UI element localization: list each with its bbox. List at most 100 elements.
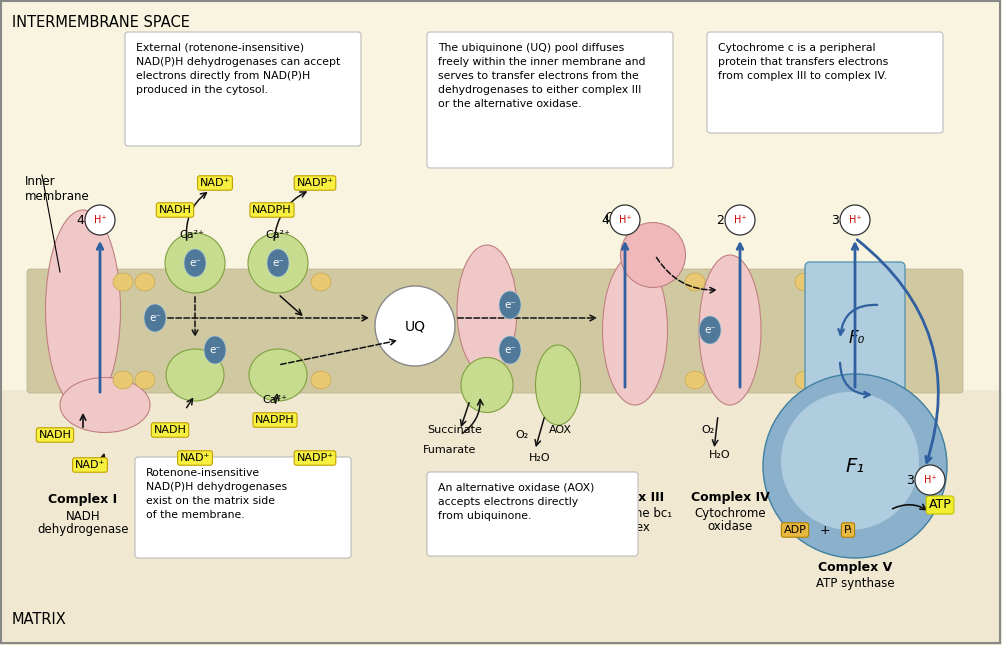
Ellipse shape bbox=[840, 205, 870, 235]
Text: NADH: NADH bbox=[153, 425, 186, 435]
FancyBboxPatch shape bbox=[135, 457, 351, 558]
Ellipse shape bbox=[457, 245, 517, 375]
Text: Complex I: Complex I bbox=[48, 493, 117, 506]
Ellipse shape bbox=[781, 392, 919, 530]
Text: complex: complex bbox=[600, 521, 650, 533]
Ellipse shape bbox=[135, 371, 155, 389]
Text: NADH: NADH bbox=[38, 430, 71, 440]
Text: H⁺: H⁺ bbox=[924, 475, 936, 485]
Text: H⁺: H⁺ bbox=[849, 215, 862, 225]
Text: Pᵢ: Pᵢ bbox=[844, 525, 853, 535]
Text: H⁺: H⁺ bbox=[94, 215, 106, 225]
FancyBboxPatch shape bbox=[427, 472, 638, 556]
Text: Complex III: Complex III bbox=[586, 490, 664, 504]
FancyArrowPatch shape bbox=[186, 193, 206, 240]
FancyArrowPatch shape bbox=[281, 339, 396, 364]
FancyArrowPatch shape bbox=[839, 305, 877, 335]
Ellipse shape bbox=[499, 336, 521, 364]
Text: NADPH: NADPH bbox=[253, 205, 292, 215]
Ellipse shape bbox=[602, 255, 667, 405]
FancyArrowPatch shape bbox=[80, 415, 86, 427]
FancyBboxPatch shape bbox=[125, 32, 361, 146]
FancyArrowPatch shape bbox=[458, 315, 595, 321]
Text: An alternative oxidase (AOX)
accepts electrons directly
from ubiquinone.: An alternative oxidase (AOX) accepts ele… bbox=[438, 483, 594, 521]
FancyArrowPatch shape bbox=[192, 297, 197, 335]
FancyArrowPatch shape bbox=[712, 418, 717, 446]
Text: 2: 2 bbox=[716, 213, 723, 226]
Ellipse shape bbox=[499, 291, 521, 319]
Ellipse shape bbox=[311, 371, 331, 389]
Text: AOX: AOX bbox=[548, 425, 571, 435]
Text: Inner
membrane: Inner membrane bbox=[25, 175, 90, 203]
Text: Succinate: Succinate bbox=[428, 425, 482, 435]
Ellipse shape bbox=[165, 233, 225, 293]
Ellipse shape bbox=[249, 349, 307, 401]
Ellipse shape bbox=[113, 371, 133, 389]
Text: The ubiquinone (UQ) pool diffuses
freely within the inner membrane and
serves to: The ubiquinone (UQ) pool diffuses freely… bbox=[438, 43, 645, 109]
FancyArrowPatch shape bbox=[535, 418, 544, 446]
FancyArrowPatch shape bbox=[857, 240, 938, 462]
Text: e⁻: e⁻ bbox=[704, 325, 716, 335]
FancyBboxPatch shape bbox=[427, 32, 673, 168]
Ellipse shape bbox=[685, 371, 705, 389]
FancyArrowPatch shape bbox=[840, 362, 870, 397]
Text: 4: 4 bbox=[76, 213, 84, 226]
Ellipse shape bbox=[685, 273, 705, 291]
Text: F₀: F₀ bbox=[849, 329, 865, 347]
FancyBboxPatch shape bbox=[707, 32, 943, 133]
Text: Ca²⁺: Ca²⁺ bbox=[266, 230, 291, 240]
Text: 3: 3 bbox=[906, 473, 914, 486]
Ellipse shape bbox=[45, 210, 120, 410]
Text: Ca²⁺: Ca²⁺ bbox=[179, 230, 204, 240]
Ellipse shape bbox=[113, 273, 133, 291]
Ellipse shape bbox=[204, 336, 226, 364]
Text: Ca²⁺: Ca²⁺ bbox=[263, 395, 288, 405]
Text: H⁺: H⁺ bbox=[733, 215, 746, 225]
FancyArrowPatch shape bbox=[275, 192, 306, 240]
Text: dehydrogenase: dehydrogenase bbox=[37, 524, 128, 537]
FancyArrowPatch shape bbox=[622, 244, 628, 387]
Text: e⁻: e⁻ bbox=[149, 313, 161, 323]
Text: NAD⁺: NAD⁺ bbox=[199, 178, 230, 188]
FancyArrowPatch shape bbox=[274, 394, 279, 403]
Text: ATP synthase: ATP synthase bbox=[816, 577, 895, 590]
Text: oxidase: oxidase bbox=[707, 521, 753, 533]
Ellipse shape bbox=[699, 255, 761, 405]
Ellipse shape bbox=[795, 371, 815, 389]
Text: e⁻: e⁻ bbox=[209, 345, 220, 355]
Text: +: + bbox=[820, 524, 831, 537]
Ellipse shape bbox=[725, 205, 755, 235]
Text: Cytochrome c is a peripheral
protein that transfers electrons
from complex III t: Cytochrome c is a peripheral protein tha… bbox=[718, 43, 888, 81]
Text: H₂O: H₂O bbox=[709, 450, 730, 460]
Text: F₁: F₁ bbox=[846, 457, 865, 475]
FancyBboxPatch shape bbox=[27, 269, 963, 393]
Ellipse shape bbox=[166, 349, 224, 401]
Text: NADP⁺: NADP⁺ bbox=[297, 453, 334, 463]
Ellipse shape bbox=[267, 249, 289, 277]
Text: Complex IV: Complex IV bbox=[690, 490, 770, 504]
FancyArrowPatch shape bbox=[656, 257, 715, 293]
FancyArrowPatch shape bbox=[737, 244, 742, 387]
Text: Cyt c: Cyt c bbox=[605, 212, 635, 224]
Text: ADP: ADP bbox=[784, 525, 807, 535]
FancyBboxPatch shape bbox=[843, 374, 867, 390]
Text: External (rotenone-insensitive)
NAD(P)H dehydrogenases can accept
electrons dire: External (rotenone-insensitive) NAD(P)H … bbox=[136, 43, 341, 95]
Ellipse shape bbox=[144, 304, 166, 332]
Text: O₂: O₂ bbox=[515, 430, 529, 440]
Text: INTERMEMBRANE SPACE: INTERMEMBRANE SPACE bbox=[12, 15, 189, 30]
Ellipse shape bbox=[60, 377, 150, 433]
Text: e⁻: e⁻ bbox=[189, 258, 201, 268]
Ellipse shape bbox=[461, 357, 513, 413]
Ellipse shape bbox=[535, 345, 580, 425]
Text: NADPH: NADPH bbox=[256, 415, 295, 425]
Text: O₂: O₂ bbox=[701, 425, 714, 435]
Ellipse shape bbox=[85, 205, 115, 235]
Ellipse shape bbox=[699, 316, 721, 344]
Ellipse shape bbox=[763, 374, 947, 558]
Text: Cytochrome: Cytochrome bbox=[694, 506, 766, 519]
Text: Complex II: Complex II bbox=[450, 490, 524, 504]
Ellipse shape bbox=[620, 223, 685, 288]
FancyArrowPatch shape bbox=[97, 244, 103, 392]
Ellipse shape bbox=[795, 273, 815, 291]
Text: 4: 4 bbox=[601, 213, 609, 226]
